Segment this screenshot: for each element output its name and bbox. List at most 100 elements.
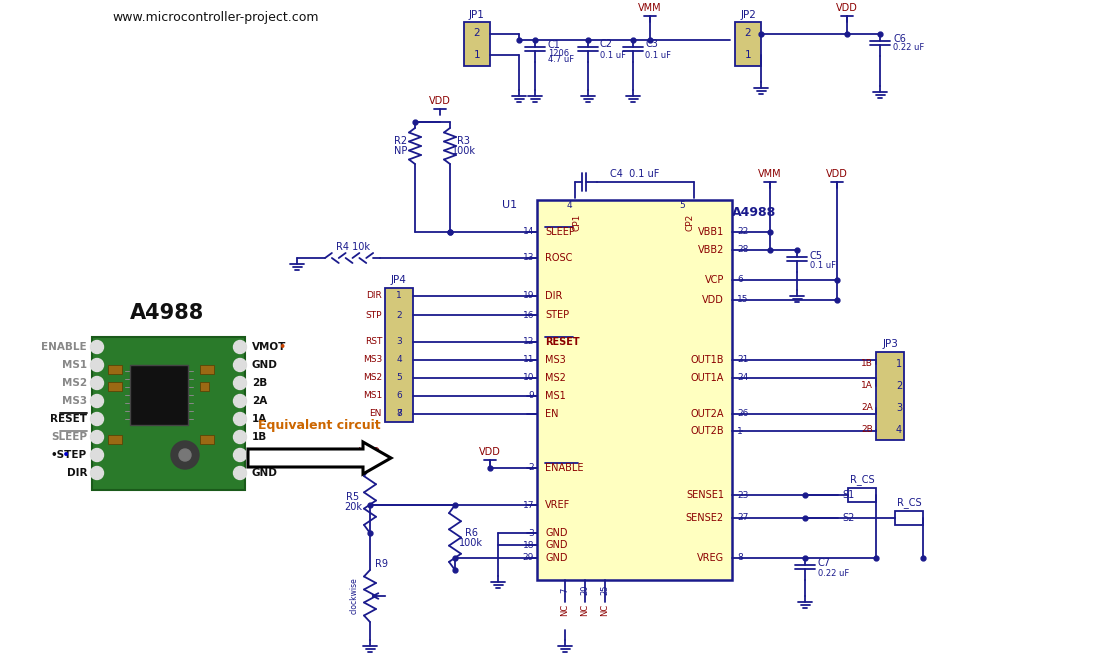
Text: 27: 27 — [737, 513, 748, 523]
Circle shape — [179, 449, 192, 461]
Text: ENABLE: ENABLE — [41, 342, 87, 352]
Text: NC: NC — [600, 604, 609, 616]
Text: VREG: VREG — [697, 553, 724, 563]
Text: SLEEP: SLEEP — [545, 227, 575, 237]
Bar — [92, 337, 245, 490]
Text: 2: 2 — [529, 464, 534, 472]
Circle shape — [233, 430, 246, 443]
Circle shape — [233, 413, 246, 426]
Text: 0.1 uF: 0.1 uF — [810, 262, 836, 271]
Bar — [200, 435, 214, 444]
Text: 18: 18 — [523, 540, 534, 549]
Text: NP: NP — [394, 146, 408, 156]
Text: MS3: MS3 — [62, 396, 87, 406]
Text: VMOT: VMOT — [252, 342, 287, 352]
Text: 1: 1 — [896, 359, 902, 369]
Text: 23: 23 — [737, 490, 748, 500]
Text: VDD: VDD — [827, 169, 848, 179]
Text: 24: 24 — [737, 373, 748, 383]
Text: 3: 3 — [396, 337, 402, 347]
Text: 1: 1 — [737, 426, 743, 436]
Text: MS3: MS3 — [545, 355, 566, 365]
Text: R4 10k: R4 10k — [336, 242, 370, 252]
Text: 17: 17 — [523, 500, 534, 509]
Circle shape — [91, 341, 103, 354]
Text: GND: GND — [252, 360, 278, 370]
Bar — [385, 288, 413, 422]
Text: 0.1 uF: 0.1 uF — [600, 52, 626, 61]
Text: 4: 4 — [396, 356, 402, 364]
Text: 11: 11 — [523, 356, 534, 364]
Text: MS1: MS1 — [62, 360, 87, 370]
Text: VBB1: VBB1 — [698, 227, 724, 237]
Text: C2: C2 — [600, 39, 613, 49]
Text: 1206: 1206 — [548, 48, 569, 58]
Text: C5: C5 — [810, 251, 823, 261]
Text: 6: 6 — [396, 392, 402, 400]
Text: 8: 8 — [737, 553, 743, 562]
Text: •: • — [269, 449, 277, 462]
Text: MS2: MS2 — [545, 373, 566, 383]
Text: VDD: VDD — [702, 295, 724, 305]
Bar — [130, 365, 188, 425]
Text: Equivalent circuit: Equivalent circuit — [258, 419, 381, 432]
Text: 14: 14 — [523, 228, 534, 237]
Text: C3: C3 — [645, 39, 657, 49]
Text: MS3: MS3 — [363, 356, 382, 364]
Text: 1B: 1B — [861, 360, 872, 368]
Text: •STEP: •STEP — [50, 450, 87, 460]
Text: R9: R9 — [375, 559, 388, 569]
Text: 1: 1 — [474, 50, 480, 60]
Text: 2: 2 — [474, 28, 480, 38]
Text: OUT2A: OUT2A — [691, 409, 724, 419]
Text: S2: S2 — [842, 513, 855, 523]
Text: R5: R5 — [346, 492, 360, 502]
Text: JP1: JP1 — [469, 10, 485, 20]
Text: 1B: 1B — [252, 432, 268, 442]
Circle shape — [91, 394, 103, 407]
Text: 2: 2 — [896, 381, 902, 391]
Text: C7: C7 — [818, 558, 831, 568]
Text: VBB2: VBB2 — [698, 245, 724, 255]
Text: clockwise: clockwise — [349, 577, 358, 614]
Text: RESET: RESET — [545, 337, 580, 347]
Circle shape — [171, 441, 199, 469]
Text: VCP: VCP — [704, 275, 724, 285]
Text: C4  0.1 uF: C4 0.1 uF — [610, 169, 660, 179]
Bar — [895, 511, 923, 525]
Text: VDD: VDD — [479, 447, 501, 457]
Text: GND: GND — [545, 528, 568, 538]
Text: DIR: DIR — [66, 468, 87, 478]
Text: JP3: JP3 — [883, 339, 898, 349]
Text: 5: 5 — [396, 373, 402, 383]
Text: ROSC: ROSC — [545, 253, 572, 263]
Text: •: • — [278, 341, 286, 354]
Text: 7: 7 — [560, 587, 569, 593]
Bar — [848, 488, 876, 502]
Circle shape — [233, 358, 246, 371]
Bar — [108, 365, 122, 374]
Text: MS1: MS1 — [363, 392, 382, 400]
Text: 22: 22 — [737, 228, 748, 237]
Text: RESET: RESET — [50, 414, 87, 424]
Circle shape — [91, 358, 103, 371]
Text: 1: 1 — [745, 50, 752, 60]
Text: 2B: 2B — [861, 426, 872, 434]
Text: MS2: MS2 — [62, 378, 87, 388]
Text: 2B: 2B — [252, 378, 268, 388]
Text: R6: R6 — [465, 528, 477, 538]
Text: 100k: 100k — [459, 538, 483, 549]
Text: OUT1A: OUT1A — [691, 373, 724, 383]
Text: 2A: 2A — [861, 404, 872, 413]
Circle shape — [233, 394, 246, 407]
Bar — [200, 365, 214, 374]
Text: U1: U1 — [502, 200, 517, 210]
Text: VDD: VDD — [252, 450, 278, 460]
Text: VMM: VMM — [758, 169, 782, 179]
Text: SLEEP: SLEEP — [52, 432, 87, 442]
Text: ENABLE: ENABLE — [545, 463, 584, 473]
Text: •: • — [62, 448, 71, 462]
Text: 3: 3 — [896, 403, 902, 413]
Circle shape — [91, 413, 103, 426]
Text: 1: 1 — [396, 292, 402, 300]
